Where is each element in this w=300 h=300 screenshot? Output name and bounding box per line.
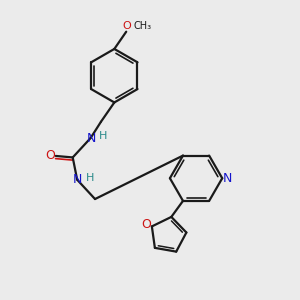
- Text: O: O: [141, 218, 151, 231]
- Text: O: O: [46, 149, 56, 162]
- Text: N: N: [73, 173, 83, 186]
- Text: H: H: [99, 131, 107, 141]
- Text: CH₃: CH₃: [134, 21, 152, 32]
- Text: H: H: [85, 172, 94, 183]
- Text: N: N: [223, 172, 232, 185]
- Text: N: N: [86, 132, 96, 145]
- Text: O: O: [122, 21, 131, 32]
